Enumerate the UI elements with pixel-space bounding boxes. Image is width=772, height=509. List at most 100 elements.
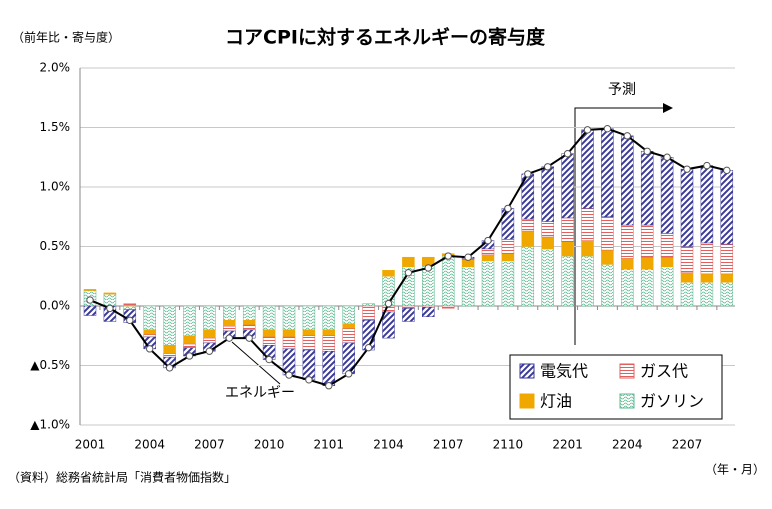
x-tick-label: 2010 xyxy=(254,438,285,452)
bar-segment xyxy=(183,343,196,348)
bar-segment xyxy=(382,311,395,339)
legend-box xyxy=(509,354,723,420)
bar-segment xyxy=(501,253,515,262)
y-axis-label: （前年比・寄与度） xyxy=(12,30,120,45)
forecast-arrowhead xyxy=(663,103,673,113)
line-marker xyxy=(265,355,273,364)
line-marker xyxy=(623,132,631,140)
bar-segment xyxy=(621,258,634,270)
bar-segment xyxy=(83,305,97,316)
line-marker xyxy=(524,170,532,178)
bar-segment xyxy=(700,281,714,307)
bar-segment xyxy=(541,236,554,250)
bar-segment xyxy=(143,329,156,335)
bar-segment xyxy=(302,349,316,381)
x-tick-label: 2101 xyxy=(314,438,345,452)
legend-swatch xyxy=(519,363,535,379)
source: （資料）総務省統計局「消費者物価指数」 xyxy=(8,470,236,485)
bar-segment xyxy=(481,248,495,256)
bar-segment xyxy=(501,260,515,307)
legend-label: 灯油 xyxy=(540,392,572,411)
line-marker xyxy=(563,149,572,158)
bar-segment xyxy=(601,216,614,251)
line-marker xyxy=(126,316,134,324)
legend-label: ガソリン xyxy=(640,392,704,411)
bar-segment xyxy=(342,323,355,329)
bar-segment xyxy=(382,270,395,277)
bar-segment xyxy=(621,135,634,226)
bar-segment xyxy=(262,336,276,346)
bar-segment xyxy=(621,224,634,259)
bar-segment xyxy=(362,305,375,321)
x-tick-label: 2001 xyxy=(75,438,106,452)
bar-segment xyxy=(302,335,316,351)
bar-segment xyxy=(720,281,734,307)
x-tick-label: 2107 xyxy=(433,438,464,452)
bar-segment xyxy=(621,268,634,307)
bar-segment xyxy=(501,239,515,254)
bar-segment xyxy=(223,305,236,321)
bar-segment xyxy=(402,305,415,309)
bar-segment xyxy=(660,256,674,267)
bar-segment xyxy=(203,337,216,344)
bar-segment xyxy=(163,345,176,354)
bar-segment xyxy=(441,305,455,309)
bar-segment xyxy=(720,170,734,245)
bar-segment xyxy=(601,249,614,265)
chart-title: コアCPIに対するエネルギーの寄与度 xyxy=(225,26,546,49)
line-marker xyxy=(603,124,612,133)
line-marker xyxy=(464,253,472,261)
y-tick-label: 0.5% xyxy=(40,239,71,253)
bar-segment xyxy=(242,320,256,326)
bar-segment xyxy=(441,255,455,307)
x-tick-label: 2207 xyxy=(672,438,703,452)
y-tick-label: 2.0% xyxy=(40,61,71,75)
bar-segment xyxy=(322,329,336,336)
bar-segment xyxy=(561,255,574,307)
bar-segment xyxy=(700,242,714,275)
y-tick-label: ▲1.0% xyxy=(30,418,70,432)
line-marker xyxy=(703,161,711,170)
y-tick-label: ▲0.5% xyxy=(30,358,70,372)
bar-segment xyxy=(640,151,654,226)
annotation-leader xyxy=(231,341,281,385)
line-marker xyxy=(325,382,333,390)
bar-segment xyxy=(163,353,176,358)
line-marker xyxy=(643,147,651,156)
bar-segment xyxy=(143,334,156,338)
line-marker xyxy=(205,347,214,355)
bar-segment xyxy=(640,256,654,270)
bar-segment xyxy=(660,157,674,234)
bar-segment xyxy=(262,305,276,331)
line-marker xyxy=(444,252,452,260)
line-marker xyxy=(185,352,194,360)
x-tick-label: 2110 xyxy=(493,438,524,452)
line-marker xyxy=(504,204,512,213)
bar-segment xyxy=(322,335,336,352)
line-marker xyxy=(245,334,253,342)
bar-segment xyxy=(422,306,435,317)
bar-segment xyxy=(322,305,336,331)
bar-segment xyxy=(481,254,495,262)
bar-segment xyxy=(282,305,296,331)
bar-segment xyxy=(541,221,554,238)
line-marker xyxy=(345,370,353,378)
line-marker xyxy=(663,153,671,161)
bar-segment xyxy=(282,329,296,338)
x-tick-label: 2104 xyxy=(373,438,404,452)
y-tick-label: 1.5% xyxy=(40,120,71,134)
legend-label: 電気代 xyxy=(540,362,588,381)
x-axis-label: （年・月） xyxy=(705,463,765,477)
line-marker xyxy=(583,126,592,134)
bar-segment xyxy=(561,153,574,219)
bar-segment xyxy=(262,329,276,338)
line-marker xyxy=(364,343,373,352)
bar-segment xyxy=(402,308,415,322)
bar-segment xyxy=(680,272,694,283)
line-marker xyxy=(225,334,234,342)
bar-segment xyxy=(461,266,475,307)
line-marker xyxy=(146,345,154,353)
bar-segment xyxy=(143,305,156,331)
bar-segment xyxy=(660,266,674,307)
